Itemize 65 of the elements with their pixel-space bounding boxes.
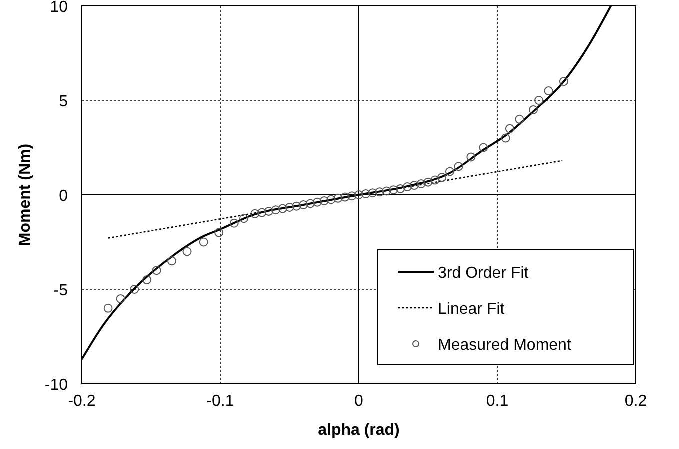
x-tick-label: 0.2 bbox=[624, 393, 648, 410]
point bbox=[534, 96, 544, 105]
point bbox=[515, 114, 524, 124]
point bbox=[285, 202, 294, 212]
x-tick-label: -0.2 bbox=[68, 393, 96, 410]
point bbox=[306, 199, 316, 208]
point bbox=[479, 143, 488, 152]
point bbox=[466, 152, 476, 162]
point bbox=[529, 105, 538, 114]
point bbox=[271, 206, 280, 215]
point bbox=[320, 196, 329, 206]
point bbox=[240, 214, 249, 224]
point bbox=[382, 186, 392, 196]
point bbox=[264, 206, 274, 216]
point bbox=[438, 173, 447, 182]
point bbox=[396, 184, 406, 194]
y-axis-title: Moment (Nm) bbox=[17, 144, 34, 246]
point bbox=[416, 180, 426, 189]
x-tick-label: 0.1 bbox=[486, 393, 509, 410]
x-axis-title: alpha (rad) bbox=[318, 422, 400, 439]
y-tick-label: -5 bbox=[54, 282, 68, 300]
point bbox=[278, 204, 288, 214]
point bbox=[410, 181, 419, 190]
point bbox=[354, 190, 364, 200]
point bbox=[142, 276, 152, 285]
point bbox=[505, 124, 514, 134]
y-tick-label: 10 bbox=[50, 0, 68, 16]
point bbox=[182, 247, 192, 256]
legend-label: Measured Moment bbox=[438, 337, 572, 354]
legend-label: Linear Fit bbox=[438, 301, 506, 318]
point bbox=[454, 162, 464, 172]
y-tick-label: 5 bbox=[59, 94, 68, 110]
point bbox=[299, 200, 308, 210]
point bbox=[104, 304, 113, 313]
point bbox=[375, 188, 384, 197]
point bbox=[389, 186, 398, 195]
point bbox=[368, 188, 378, 198]
point bbox=[445, 167, 454, 176]
point bbox=[361, 190, 370, 199]
point bbox=[326, 195, 336, 204]
point bbox=[130, 285, 140, 294]
legend-label: 3rd Order Fit bbox=[438, 265, 530, 282]
point bbox=[402, 182, 412, 192]
point bbox=[214, 228, 224, 238]
point bbox=[199, 238, 208, 247]
point bbox=[258, 208, 267, 218]
point bbox=[312, 198, 322, 207]
point bbox=[544, 86, 554, 96]
point bbox=[334, 194, 343, 203]
point bbox=[424, 178, 433, 187]
point bbox=[292, 202, 302, 211]
point bbox=[250, 209, 260, 218]
point bbox=[340, 192, 350, 202]
point bbox=[348, 192, 357, 201]
point bbox=[230, 218, 239, 228]
point bbox=[168, 256, 177, 266]
x-tick-label: 0 bbox=[354, 393, 364, 410]
point bbox=[501, 134, 510, 143]
point bbox=[116, 294, 126, 304]
y-tick-label: -10 bbox=[44, 377, 68, 394]
y-tick-label: 0 bbox=[59, 188, 68, 205]
x-tick-label: -0.1 bbox=[206, 393, 234, 410]
point bbox=[430, 176, 440, 185]
point bbox=[559, 77, 568, 86]
point bbox=[152, 266, 162, 276]
